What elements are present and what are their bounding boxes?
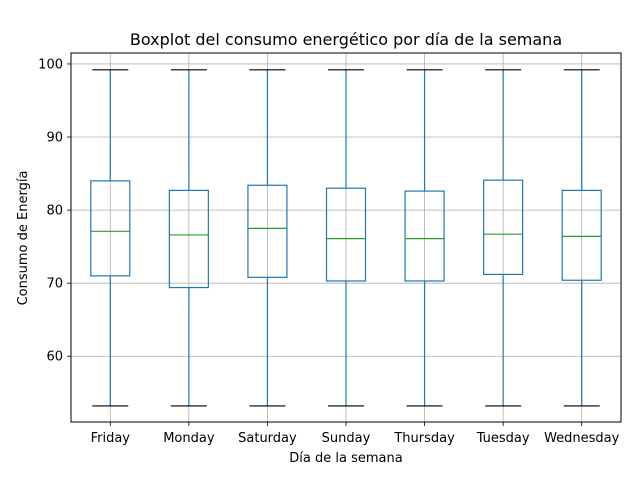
x-tick-label: Wednesday — [544, 431, 620, 446]
y-tick-label: 100 — [38, 57, 63, 72]
x-tick-label: Thursday — [393, 431, 455, 446]
y-tick-label: 60 — [46, 350, 63, 365]
y-tick-label: 80 — [46, 204, 63, 219]
x-tick-label: Friday — [91, 431, 131, 446]
x-axis-label: Día de la semana — [289, 451, 402, 466]
box-tuesday — [483, 69, 524, 407]
box-saturday — [247, 69, 288, 407]
tick-layer: 60 70 80 90 100 Friday Monday Saturday Sunday Thu… — [38, 57, 619, 446]
y-axis-label: Consumo de Energía — [16, 171, 31, 306]
iqr-box — [404, 190, 445, 282]
x-tick-label: Sunday — [322, 431, 371, 446]
iqr-box — [247, 184, 288, 278]
box-friday — [90, 69, 131, 407]
chart-title: Boxplot del consumo energético por día d… — [130, 30, 562, 49]
iqr-box — [325, 187, 367, 282]
y-tick-label: 70 — [46, 277, 63, 292]
x-tick-label: Tuesday — [476, 431, 530, 446]
y-tick-label: 90 — [46, 131, 63, 146]
iqr-box — [483, 179, 524, 276]
box-wednesday — [561, 69, 602, 407]
iqr-box — [561, 189, 602, 281]
iqr-box — [168, 189, 209, 289]
box-sunday — [325, 69, 367, 407]
x-tick-label: Saturday — [238, 431, 297, 446]
box-monday — [168, 69, 209, 407]
iqr-box — [90, 180, 131, 277]
box-thursday — [404, 69, 445, 407]
box-layer — [90, 69, 602, 407]
x-tick-label: Monday — [163, 431, 215, 446]
